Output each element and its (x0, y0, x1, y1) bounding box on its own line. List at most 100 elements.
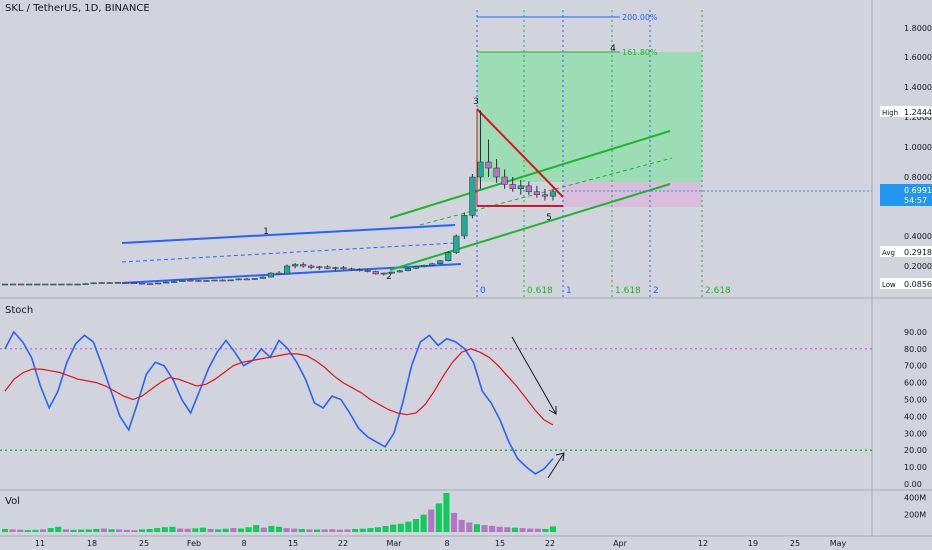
volume-bar (123, 529, 130, 532)
candle-body (211, 279, 218, 282)
candle-body (364, 270, 371, 272)
stoch-k-line (4, 330, 554, 475)
wave-label: 4 (610, 44, 616, 54)
candle-body (90, 282, 97, 285)
volume-bar (519, 528, 526, 532)
volume-bar (390, 524, 397, 532)
price-tag-label: High (882, 109, 898, 117)
volume-bar (420, 514, 427, 532)
time-axis-tick: Apr (613, 539, 628, 548)
volume-bar (154, 528, 161, 532)
candle-body (445, 252, 452, 261)
volume-bar (1, 528, 9, 532)
volume-bar (367, 528, 374, 532)
candle-body (42, 283, 49, 286)
volume-bar (496, 526, 503, 532)
volume-bar (32, 529, 39, 532)
stoch-pane-label: Stoch (5, 305, 34, 316)
candle-body (493, 167, 500, 178)
volume-bar (451, 512, 458, 532)
candle-body (219, 279, 226, 282)
candle-body (66, 283, 73, 286)
stoch-axis-tick: 0.00 (904, 480, 922, 489)
candle-body (332, 267, 339, 269)
volume-bar (489, 525, 496, 532)
time-axis-tick: 19 (748, 539, 758, 548)
candle-body (549, 191, 557, 197)
volume-bar (199, 527, 206, 532)
time-axis-tick: May (830, 539, 847, 548)
volume-bar (100, 528, 107, 532)
candle-body (259, 276, 266, 279)
candle-body (235, 278, 242, 281)
candle-body (429, 263, 436, 266)
volume-bar (17, 529, 24, 532)
volume-bar (260, 527, 267, 532)
volume-bar (283, 528, 290, 532)
last-price-value: 0.69919 (904, 186, 932, 195)
bar-countdown: 54:57 (904, 196, 927, 205)
volume-bar (40, 529, 47, 532)
volume-bar (62, 529, 69, 532)
candle-body (517, 185, 524, 190)
volume-bar (78, 529, 85, 532)
volume-bar (245, 527, 252, 532)
volume-bar (382, 525, 389, 532)
volume-bar (352, 528, 359, 532)
candle-body (195, 280, 202, 282)
fib-level-label: 1 (566, 286, 572, 296)
time-axis-tick: 18 (87, 539, 97, 548)
green-channel-lower (389, 183, 671, 271)
candle-body (155, 282, 162, 285)
time-axis-tick: Mar (386, 539, 402, 548)
time-axis-tick: 15 (495, 539, 505, 548)
arrow-down (511, 336, 557, 415)
volume-bar (336, 529, 343, 532)
candle-body (372, 271, 379, 275)
price-axis-tick: 1.60000 (904, 53, 932, 62)
candle-body (50, 283, 57, 286)
volume-bar (466, 522, 473, 532)
candle-body (146, 283, 154, 285)
candle-body (18, 283, 25, 286)
volume-bar (473, 524, 480, 532)
price-tag-bg (880, 246, 932, 257)
volume-bar (230, 528, 237, 532)
time-axis-tick: Feb (187, 539, 201, 548)
candle-body (541, 194, 549, 197)
candle-body (437, 260, 444, 264)
candle-body (187, 279, 194, 282)
volume-bar (291, 528, 298, 532)
volume-bar (443, 493, 450, 532)
volume-bar (85, 529, 92, 532)
volume-bar (306, 529, 313, 532)
volume-bar (108, 529, 115, 532)
candle-body (348, 268, 355, 271)
candle-body (477, 161, 484, 178)
volume-bar (314, 529, 321, 532)
candle-body (340, 267, 347, 270)
candle-body (243, 278, 250, 281)
candle-body (171, 281, 178, 283)
volume-bar (359, 528, 366, 532)
candle-body (74, 283, 81, 286)
target-zone (477, 52, 702, 182)
volume-bar (527, 528, 534, 532)
volume-bar (268, 525, 275, 532)
arrow-up-head (555, 452, 565, 462)
candle-body (453, 235, 460, 253)
arrow-down-head (548, 406, 557, 415)
candle-body (1, 283, 9, 286)
fib-level-label: 0.618 (527, 286, 553, 296)
stoch-axis-tick: 80.00 (904, 345, 927, 354)
volume-bar (329, 529, 336, 532)
volume-axis-tick: 200M (904, 511, 926, 520)
channel-lower-line (121, 263, 462, 284)
volume-bar (397, 523, 404, 532)
candle-body (292, 264, 299, 267)
